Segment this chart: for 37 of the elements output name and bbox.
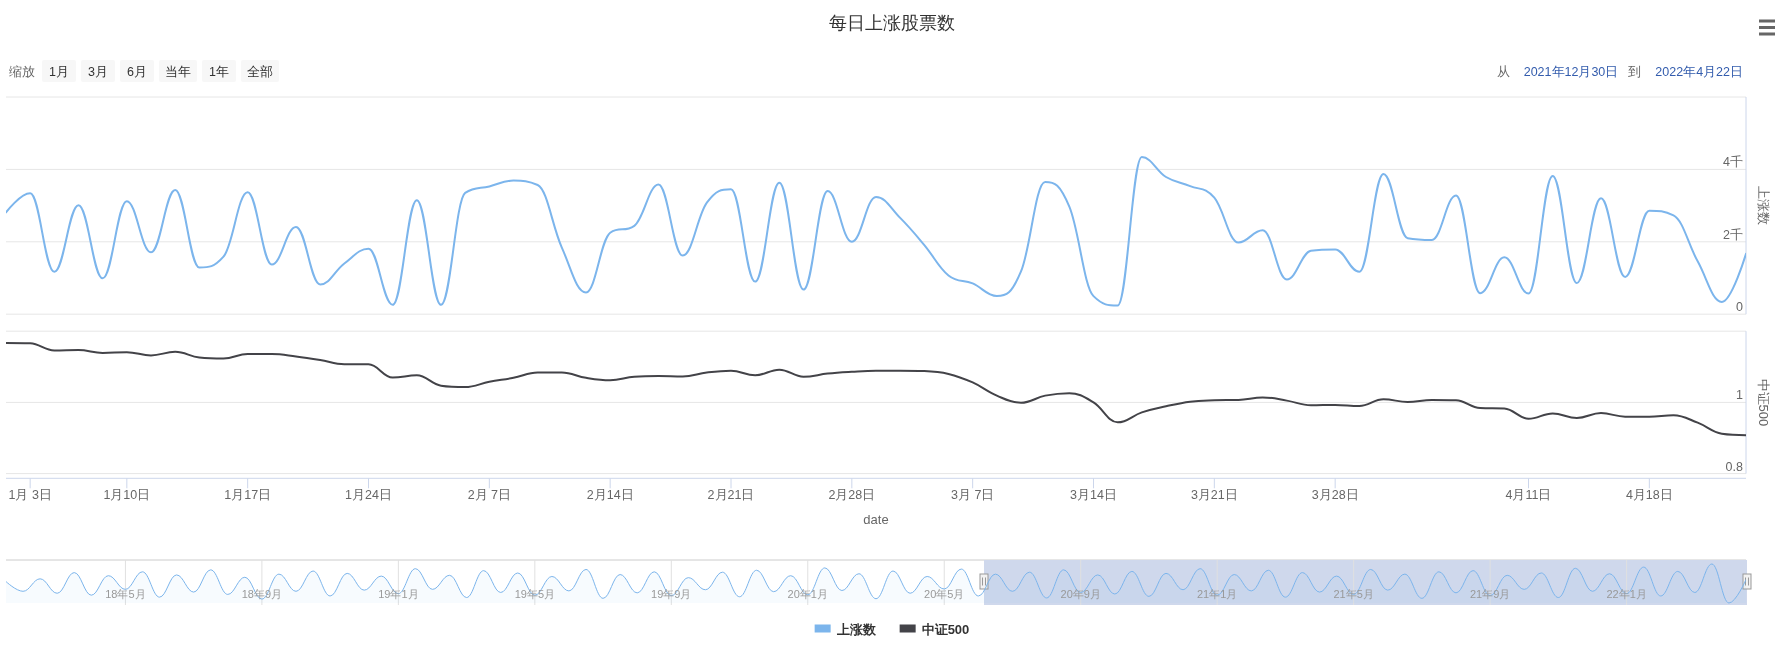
- x-tick-label: 2月 7日: [467, 487, 512, 502]
- x-tick-label: 3月 7日: [950, 487, 995, 502]
- x-tick-label: 20年5月: [924, 588, 965, 600]
- chart-title: 每日上涨股票数: [829, 13, 955, 33]
- legend-label: 中证500: [921, 621, 970, 637]
- x-tick-label: 4月11日: [1505, 487, 1552, 502]
- x-tick-label: 2月21日: [707, 487, 755, 502]
- x-tick-label: 21年1月: [1197, 588, 1238, 600]
- x-tick-label: 3月28日: [1311, 487, 1359, 502]
- x-tick-label: 1月17日: [224, 487, 272, 502]
- y-axis-title: 上涨数: [1756, 186, 1771, 226]
- y-tick-label: 2千: [1723, 227, 1743, 242]
- x-tick-label: 2月28日: [828, 487, 876, 502]
- x-tick-label: 3月14日: [1070, 487, 1117, 502]
- x-tick-label: 18年5月: [105, 588, 146, 600]
- x-tick-label: 1月 3日: [8, 487, 52, 502]
- x-tick-label: 21年9月: [1469, 588, 1511, 600]
- y-tick-label: 0.8: [1725, 459, 1744, 474]
- y-axis-title: 中证500: [1756, 378, 1771, 427]
- y-tick-label: 4千: [1723, 155, 1743, 170]
- legend-label: 上涨数: [835, 621, 877, 637]
- text: 到: [1628, 64, 1642, 79]
- text: 2022年4月22日: [1655, 64, 1743, 79]
- text: 2021年12月30日: [1523, 64, 1619, 79]
- text: 缩放: [9, 64, 35, 79]
- x-tick-label: 21年5月: [1333, 588, 1374, 600]
- x-tick-label: 22年1月: [1606, 588, 1647, 600]
- text: 从: [1496, 64, 1510, 79]
- x-tick-label: 1月24日: [345, 487, 392, 502]
- x-tick-label: 4月18日: [1625, 487, 1673, 502]
- x-axis-title: date: [863, 511, 889, 527]
- x-tick-label: 3月21日: [1190, 487, 1238, 502]
- x-tick-label: 2月14日: [586, 487, 634, 502]
- y-tick-label: 0: [1736, 300, 1744, 315]
- x-tick-label: 1月10日: [103, 487, 151, 502]
- y-tick-label: 1: [1736, 388, 1744, 403]
- x-tick-label: 20年9月: [1060, 588, 1101, 600]
